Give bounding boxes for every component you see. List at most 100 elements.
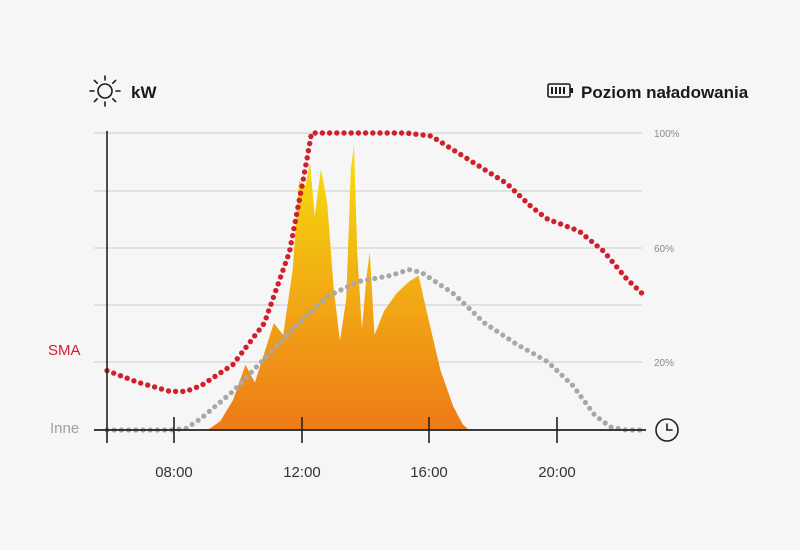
series-dot <box>500 178 507 185</box>
series-dot <box>206 377 212 384</box>
series-dot <box>574 388 580 394</box>
left-axis-title: kW <box>131 83 157 102</box>
series-dot <box>300 176 306 182</box>
series-dot <box>554 367 560 373</box>
series-dot <box>450 290 456 297</box>
series-dot <box>506 336 512 342</box>
series-dot <box>111 370 117 376</box>
series-dot <box>623 275 629 281</box>
series-dot <box>482 167 488 173</box>
series-dot <box>476 163 482 169</box>
series-dot <box>326 130 333 136</box>
series-dot <box>413 131 419 137</box>
series-dot <box>470 159 476 165</box>
series-dot <box>452 148 458 154</box>
series-dot <box>338 287 344 293</box>
series-dot <box>206 408 212 414</box>
series-dot <box>288 240 294 246</box>
series-dot <box>265 308 272 314</box>
series-dot <box>614 264 620 270</box>
series-dot <box>393 271 399 277</box>
series-dot <box>594 243 600 249</box>
series-dot <box>325 293 331 299</box>
series-dot <box>355 130 362 136</box>
series-dot <box>239 350 245 356</box>
series-dot <box>187 387 193 393</box>
series-dot <box>571 226 577 232</box>
series-dot <box>466 305 472 311</box>
series-dot <box>223 394 229 400</box>
series-dot <box>258 359 264 365</box>
series-dot <box>273 343 279 349</box>
series-dot <box>578 394 584 400</box>
series-dot <box>358 278 364 284</box>
series-dot <box>243 374 249 380</box>
series-dot <box>445 144 452 150</box>
series-dot <box>230 361 236 368</box>
series-dot <box>289 232 296 239</box>
series-dot <box>587 405 593 411</box>
series-dot <box>386 273 392 279</box>
series-dot <box>195 417 201 423</box>
series-dot <box>256 327 262 333</box>
right-axis-title: Poziom naładowania <box>581 83 749 102</box>
series-dot <box>569 382 576 388</box>
series-dot <box>308 133 314 140</box>
series-dot <box>145 382 151 388</box>
series-dot <box>377 130 383 136</box>
series-dot <box>260 321 267 327</box>
series-dot <box>577 229 584 235</box>
series-dot <box>432 279 438 285</box>
series-dot <box>151 384 158 390</box>
series-dot <box>252 333 258 339</box>
series-dot <box>319 130 326 136</box>
right-tick-60: 60% <box>654 244 674 255</box>
series-dot <box>433 136 440 142</box>
series-dot <box>456 295 462 302</box>
series-dot <box>158 386 165 392</box>
series-dot <box>500 332 506 338</box>
series-dot <box>299 183 305 189</box>
series-dot <box>296 197 302 203</box>
series-dot <box>304 155 310 161</box>
series-dot <box>544 216 550 222</box>
battery-icon <box>547 83 573 98</box>
series-dot <box>165 388 172 394</box>
series-dot <box>638 290 645 296</box>
series-dot <box>341 130 347 136</box>
series-dot <box>348 130 354 136</box>
series-dot <box>420 132 426 138</box>
series-dot <box>247 338 254 345</box>
series-dot <box>557 221 564 227</box>
series-dot <box>600 247 606 254</box>
series-dot <box>438 283 444 289</box>
series-dot <box>426 275 432 281</box>
series-dot <box>370 130 376 136</box>
series-dot <box>275 281 281 287</box>
series-dot <box>312 130 318 136</box>
series-dot <box>362 130 369 136</box>
series-dot <box>518 344 524 350</box>
series-dot <box>591 411 597 417</box>
series-dot <box>559 372 565 378</box>
clock-icon <box>655 418 679 442</box>
series-dot <box>273 287 279 294</box>
series-dot <box>461 300 467 306</box>
series-dot <box>420 271 426 277</box>
series-dot <box>511 188 518 194</box>
series-dot <box>543 358 549 364</box>
series-dot <box>293 211 300 218</box>
x-tick-label: 16:00 <box>410 464 448 481</box>
series-dot <box>608 424 614 430</box>
series-dot <box>406 130 412 136</box>
series-dot <box>263 315 269 321</box>
series-dot <box>628 280 634 286</box>
series-dot <box>582 399 589 406</box>
series-dot <box>124 375 130 381</box>
series-dot <box>531 351 537 357</box>
series-dot <box>293 322 299 329</box>
series-dot <box>588 238 595 245</box>
series-dot <box>238 379 244 386</box>
series-dot <box>537 354 543 360</box>
